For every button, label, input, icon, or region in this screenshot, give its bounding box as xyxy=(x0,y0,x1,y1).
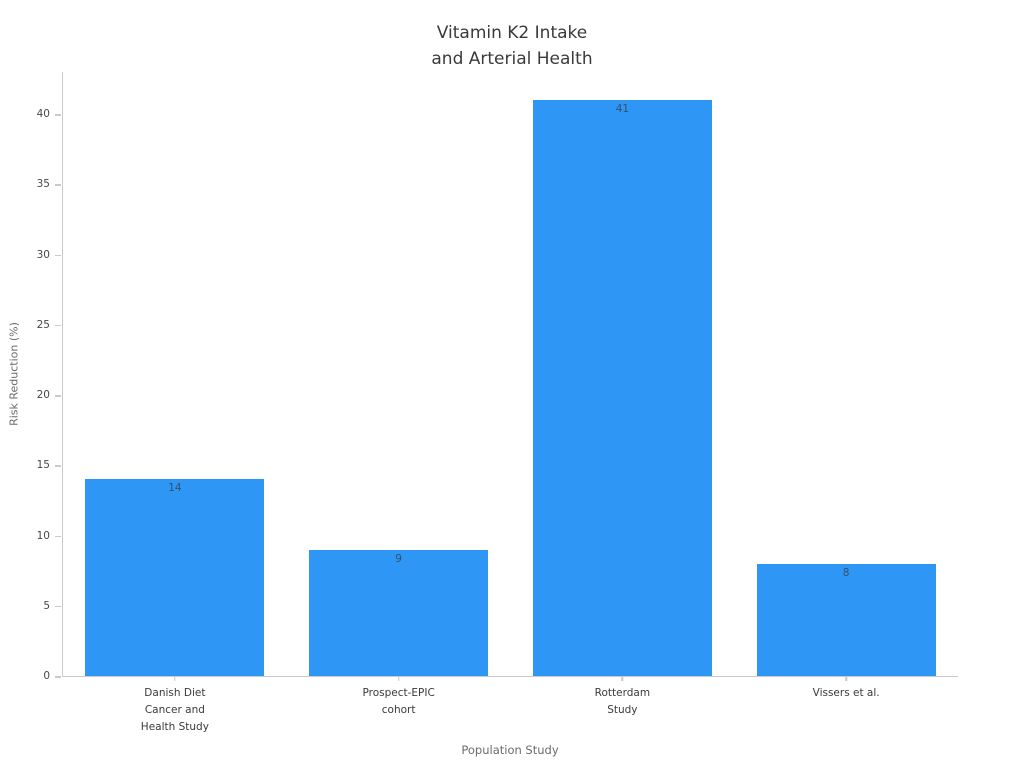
bar-0: 14 xyxy=(85,479,265,676)
y-tick-label: 25 xyxy=(36,318,50,331)
bar-2: 41 xyxy=(532,100,712,676)
x-tick-mark xyxy=(174,676,176,681)
bars-layer: 14 9 41 8 xyxy=(63,72,958,676)
bar-3: 8 xyxy=(756,563,936,676)
y-tick-label: 15 xyxy=(36,459,50,472)
chart-title: Vitamin K2 Intake and Arterial Health xyxy=(431,23,593,70)
x-tick-mark xyxy=(397,676,400,681)
x-tick-label: Vissers et al. xyxy=(812,687,880,699)
plot-area: 0 5 10 15 20 25 30 35 40 14 9 41 8 Danish Diet Canc… xyxy=(37,72,958,733)
y-tick-mark xyxy=(55,605,61,608)
y-tick-label: 35 xyxy=(36,178,50,191)
bar-value-label: 14 xyxy=(168,482,182,495)
y-tick-mark xyxy=(55,114,61,116)
x-tick-label: Danish Diet Cancer and Health Study xyxy=(140,687,209,733)
bar-value-label: 41 xyxy=(615,103,630,116)
y-tick-label: 30 xyxy=(36,248,50,261)
bar-1: 9 xyxy=(309,549,489,676)
y-tick-label: 20 xyxy=(36,389,50,402)
y-tick-mark xyxy=(55,324,61,327)
bar-value-label: 8 xyxy=(842,566,850,579)
y-tick-label: 10 xyxy=(36,529,50,542)
x-tick-label: Rotterdam Study xyxy=(594,687,651,716)
x-axis-label: Population Study xyxy=(461,743,559,757)
y-tick-mark xyxy=(55,465,61,467)
y-tick-mark xyxy=(55,535,61,538)
bar-value-label: 9 xyxy=(395,552,402,565)
y-tick-label: 0 xyxy=(43,670,50,682)
x-axis-ticks: Danish Diet Cancer and Health Study Prosp… xyxy=(63,72,958,733)
y-axis-label-text: Risk Reduction (%) xyxy=(7,322,21,426)
x-tick-mark xyxy=(621,676,624,681)
y-tick-label: 40 xyxy=(36,108,50,121)
y-tick-mark xyxy=(55,184,61,186)
y-tick-label: 5 xyxy=(43,599,50,612)
y-tick-mark xyxy=(55,676,61,678)
y-tick-mark xyxy=(55,254,61,257)
x-tick-label: Prospect-EPIC cohort xyxy=(362,687,435,716)
y-axis-ticks: 0 5 10 15 20 25 30 35 40 xyxy=(37,72,958,682)
y-tick-mark xyxy=(55,395,61,397)
x-tick-mark xyxy=(845,676,847,681)
